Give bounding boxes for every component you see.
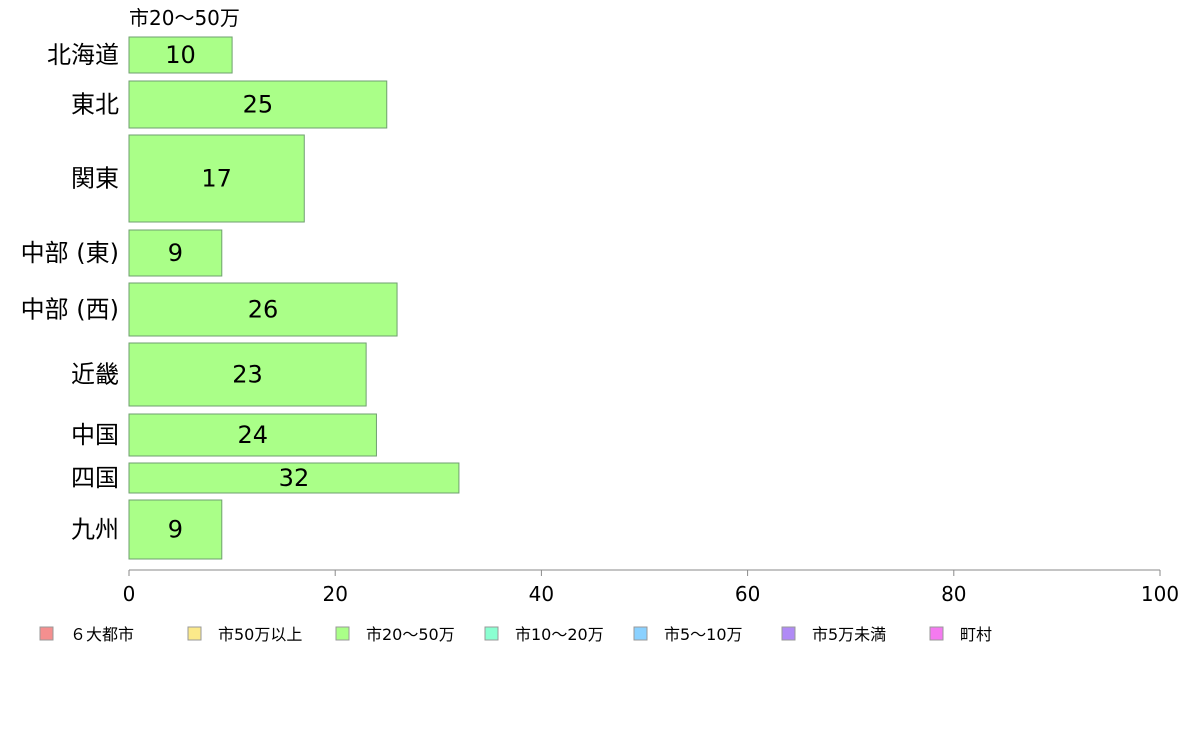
legend-label-0: ６大都市 (70, 625, 134, 644)
legend-swatch-1 (187, 626, 202, 641)
bar-3 (128, 229, 223, 277)
panel-title: 市20〜50万 (129, 6, 240, 30)
bar-7 (128, 462, 460, 494)
legend-swatch-6 (929, 626, 944, 641)
bar-5 (128, 342, 367, 407)
legend-label-3: 市10〜20万 (515, 625, 604, 644)
legend-label-6: 町村 (960, 625, 992, 644)
x-tick-label-1: 20 (322, 582, 347, 606)
legend-label-2: 市20〜50万 (366, 625, 455, 644)
x-tick-label-3: 60 (735, 582, 760, 606)
bar-6 (128, 413, 377, 457)
value-label-1: 25 (243, 91, 274, 119)
legend-label-4: 市5〜10万 (664, 625, 743, 644)
legend-swatch-2 (335, 626, 350, 641)
bar-2 (128, 134, 305, 223)
x-tick-label-5: 100 (1141, 582, 1179, 606)
x-tick-label-4: 80 (941, 582, 966, 606)
category-label-1: 東北 (71, 91, 119, 119)
value-label-8: 9 (168, 516, 183, 544)
category-label-8: 九州 (71, 516, 119, 544)
value-label-5: 23 (232, 361, 263, 389)
legend-label-1: 市50万以上 (218, 625, 302, 644)
bar-4 (128, 282, 398, 337)
bars-group (128, 36, 460, 560)
legend-swatch-0 (39, 626, 54, 641)
value-label-2: 17 (201, 165, 232, 193)
legend: ６大都市 市50万以上 市20〜50万 市10〜20万 市5〜10万 市5万未満 町村 (39, 625, 992, 644)
x-tick-label-0: 0 (123, 582, 136, 606)
value-label-3: 9 (168, 239, 183, 267)
value-label-4: 26 (248, 296, 279, 324)
x-axis: 0 20 40 60 80 100 (123, 569, 1179, 606)
value-label-7: 32 (279, 464, 310, 492)
bar-0 (128, 36, 233, 74)
legend-swatch-3 (484, 626, 499, 641)
category-label-0: 北海道 (47, 41, 119, 69)
x-tick-label-2: 40 (529, 582, 554, 606)
category-label-3: 中部 (東) (21, 239, 119, 267)
value-label-6: 24 (237, 421, 268, 449)
legend-swatch-4 (633, 626, 648, 641)
category-label-6: 中国 (71, 421, 119, 449)
value-labels: 10 25 17 9 26 23 24 32 9 (165, 41, 309, 544)
legend-label-5: 市5万未満 (812, 625, 886, 644)
category-label-7: 四国 (71, 464, 119, 492)
value-label-0: 10 (165, 41, 196, 69)
bar-1 (128, 80, 388, 129)
bar-8 (128, 499, 223, 560)
legend-swatch-5 (781, 626, 796, 641)
category-label-4: 中部 (西) (21, 296, 119, 324)
category-label-2: 関東 (71, 165, 119, 193)
category-label-5: 近畿 (71, 361, 119, 389)
